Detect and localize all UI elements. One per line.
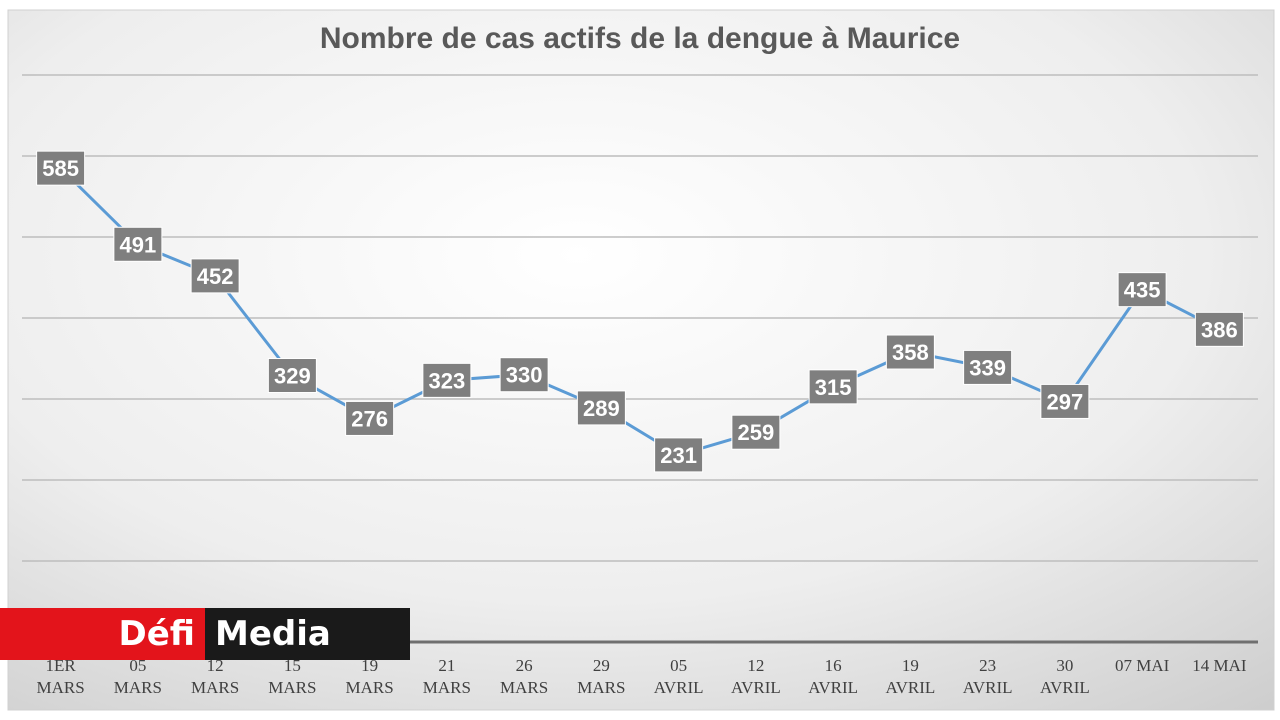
- x-tick-label-line: MARS: [577, 678, 625, 697]
- x-tick-label-line: 05: [129, 656, 146, 675]
- data-label-box: [113, 226, 163, 262]
- data-label: 491: [120, 232, 157, 257]
- data-label-box: [576, 390, 626, 426]
- x-tick-label: 15 MARS: [268, 656, 316, 697]
- x-tick-label-line: 12: [207, 656, 224, 675]
- x-tick-label: 30 AVRIL: [1040, 656, 1090, 697]
- x-tick-label: 07 MAI: [1115, 656, 1170, 675]
- x-tick-label: 19 AVRIL: [886, 656, 936, 697]
- data-label-box: [499, 357, 549, 393]
- x-tick-label-line: 15: [284, 656, 301, 675]
- data-label: 339: [969, 355, 1006, 380]
- series-line: [59, 167, 1221, 457]
- data-label: 330: [506, 363, 543, 388]
- x-axis-tick-labels: 1ER MARS 05 MARS 12 MARS 15 MARS 19 MARS 21 MARS 26 M…: [37, 656, 1247, 697]
- x-tick-label-line: AVRIL: [808, 678, 858, 697]
- x-tick-label-line: MARS: [268, 678, 316, 697]
- data-label-box: [963, 349, 1013, 385]
- data-label: 276: [351, 406, 388, 431]
- data-label-box: [267, 358, 317, 394]
- data-label-box: [422, 362, 472, 398]
- defi-media-logo: Défi Media: [0, 608, 410, 660]
- chart-background: [7, 9, 1275, 711]
- data-label-box: [345, 400, 395, 436]
- data-label: 259: [738, 420, 775, 445]
- x-tick-label-line: MARS: [346, 678, 394, 697]
- data-label: 289: [583, 396, 620, 421]
- data-label-box: [36, 150, 86, 186]
- data-label: 297: [1047, 389, 1084, 414]
- x-tick-label: 29 MARS: [577, 656, 625, 697]
- x-tick-label-line: MARS: [500, 678, 548, 697]
- x-tick-label-line: AVRIL: [963, 678, 1013, 697]
- x-tick-label: 05 AVRIL: [654, 656, 704, 697]
- x-tick-label-line: 05: [670, 656, 687, 675]
- x-tick-label-line: 23: [979, 656, 996, 675]
- data-label: 231: [660, 443, 697, 468]
- data-label-box: [1040, 383, 1090, 419]
- x-tick-label: 05 MARS: [114, 656, 162, 697]
- x-tick-label: 12 AVRIL: [731, 656, 781, 697]
- x-tick-label: 23 AVRIL: [963, 656, 1013, 697]
- x-tick-label-line: 19: [902, 656, 919, 675]
- data-labels: 585 491 452 329 276 323 330 289 231 259 315 358 339 2…: [36, 150, 1244, 473]
- x-tick-label: 26 MARS: [500, 656, 548, 697]
- x-tick-label-line: MARS: [423, 678, 471, 697]
- data-label-box: [885, 334, 935, 370]
- x-tick-label-line: 26: [516, 656, 533, 675]
- x-tick-label-line: MARS: [191, 678, 239, 697]
- x-tick-label: 14 MAI: [1192, 656, 1247, 675]
- data-label: 386: [1201, 317, 1238, 342]
- x-tick-label-line: AVRIL: [731, 678, 781, 697]
- x-tick-label: 1ER MARS: [37, 656, 85, 697]
- logo-defi: Défi: [0, 608, 205, 660]
- x-tick-label: 19 MARS: [346, 656, 394, 697]
- x-tick-label-line: MARS: [37, 678, 85, 697]
- chart-title: Nombre de cas actifs de la dengue à Maur…: [320, 22, 960, 55]
- x-tick-label-line: 30: [1056, 656, 1073, 675]
- x-tick-label-line: MARS: [114, 678, 162, 697]
- x-tick-label-line: 16: [825, 656, 842, 675]
- data-label: 315: [815, 375, 852, 400]
- x-tick-label-line: AVRIL: [1040, 678, 1090, 697]
- x-tick-label-line: 07 MAI: [1115, 656, 1170, 675]
- x-tick-label-line: 14 MAI: [1192, 656, 1247, 675]
- logo-media: Media: [205, 608, 410, 660]
- data-label: 323: [429, 368, 466, 393]
- data-label-box: [1117, 272, 1167, 308]
- data-label: 358: [892, 340, 929, 365]
- x-tick-label-line: 19: [361, 656, 378, 675]
- x-tick-label: 16 AVRIL: [808, 656, 858, 697]
- x-tick-label: 12 MARS: [191, 656, 239, 697]
- data-label-box: [731, 414, 781, 450]
- x-tick-label-line: 29: [593, 656, 610, 675]
- data-label: 585: [42, 156, 79, 181]
- x-tick-label-line: AVRIL: [654, 678, 704, 697]
- data-label-box: [808, 369, 858, 405]
- data-label: 329: [274, 364, 311, 389]
- x-tick-label-line: 12: [747, 656, 764, 675]
- data-label: 452: [197, 264, 234, 289]
- x-tick-label-line: 1ER: [46, 656, 77, 675]
- x-tick-label-line: AVRIL: [886, 678, 936, 697]
- x-tick-label-line: 21: [438, 656, 455, 675]
- data-label-box: [654, 437, 704, 473]
- data-label-box: [1194, 311, 1244, 347]
- data-label-box: [190, 258, 240, 294]
- data-label: 435: [1124, 278, 1161, 303]
- x-tick-label: 21 MARS: [423, 656, 471, 697]
